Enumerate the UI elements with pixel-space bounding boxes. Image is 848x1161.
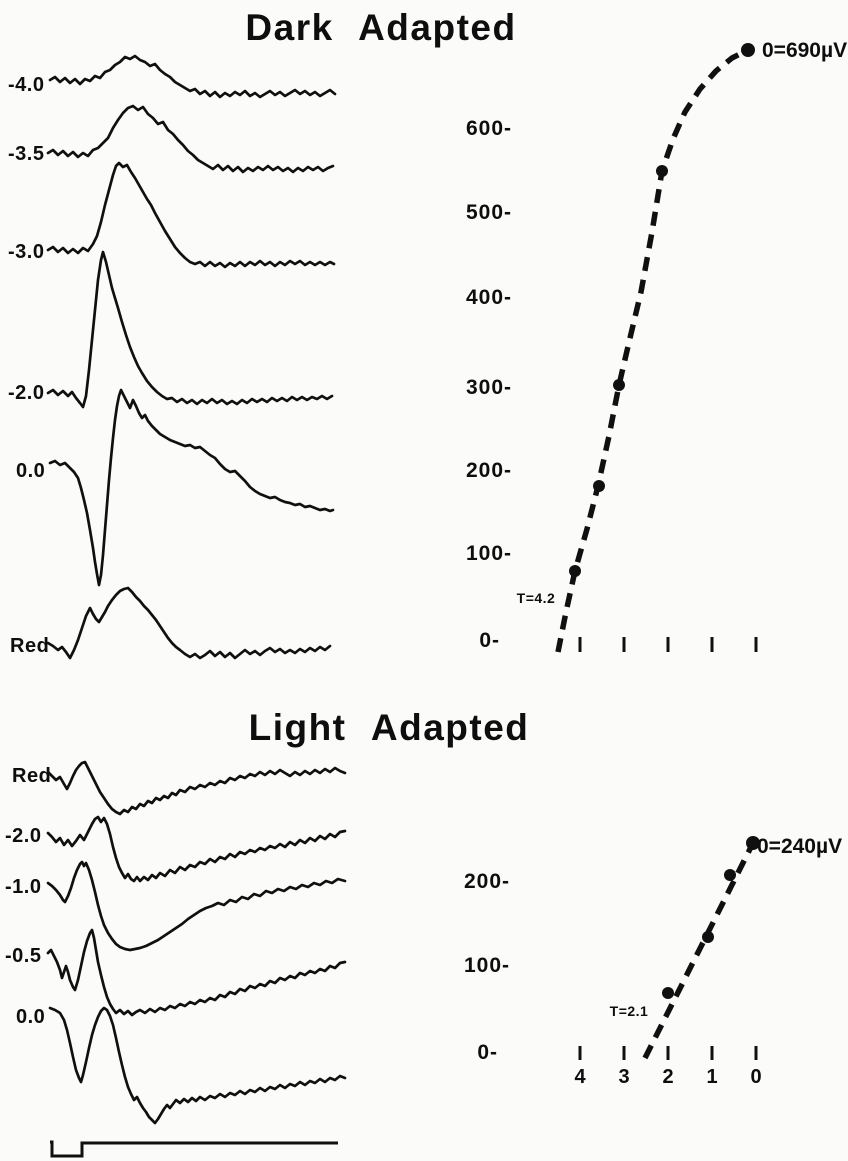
max-data-point — [741, 43, 755, 57]
y-axis-label: 300- — [466, 376, 512, 399]
y-axis-label: 0- — [477, 1041, 498, 1064]
max-amplitude-label: 0=240µV — [757, 835, 842, 858]
max-amplitude-label: 0=690µV — [762, 39, 847, 62]
data-point — [613, 379, 625, 391]
x-axis-tick-label: 3 — [618, 1066, 629, 1088]
y-axis-label: 100- — [466, 542, 512, 565]
data-point — [656, 165, 668, 177]
trace-label: -2.0 — [5, 825, 41, 847]
data-point — [593, 480, 605, 492]
x-axis-tick-label: 1 — [706, 1066, 717, 1088]
stimulus-marker — [50, 1140, 338, 1158]
data-point — [724, 869, 736, 881]
dark-trace-panel: -4.0 -3.5 -3.0 -2.0 0.0 Red — [8, 54, 337, 660]
threshold-label: T=2.1 — [610, 1003, 649, 1019]
x-axis-tick-label: 4 — [574, 1066, 586, 1088]
y-axis-label: 400- — [466, 286, 512, 309]
trace-label: Red — [10, 635, 49, 657]
trace-waveform — [46, 815, 347, 883]
trace-waveform — [48, 1006, 347, 1125]
trace-waveform — [46, 586, 332, 660]
data-point — [569, 565, 581, 577]
trace-waveform — [46, 250, 334, 409]
trace-label: Red — [12, 765, 51, 787]
y-axis-label: 200- — [464, 870, 510, 893]
response-curve — [555, 47, 750, 653]
trace-waveform — [48, 388, 335, 587]
data-point — [702, 931, 714, 943]
dark-adapted-title: Dark Adapted — [245, 7, 516, 48]
x-axis-tick-label: 0 — [750, 1066, 761, 1088]
trace-waveform — [46, 760, 347, 816]
y-axis-label: 600- — [466, 117, 512, 140]
trace-label: -2.0 — [8, 382, 44, 404]
light-trace-panel: Red -2.0 -1.0 -0.5 0.0 — [5, 760, 347, 1125]
trace-label: -1.0 — [5, 876, 41, 898]
trace-waveform — [48, 54, 337, 99]
max-data-point — [746, 836, 760, 850]
x-axis-tick-label: 2 — [662, 1066, 673, 1088]
y-axis-label: 100- — [464, 954, 510, 977]
trace-label: 0.0 — [16, 1006, 45, 1028]
trace-waveform — [46, 161, 336, 269]
trace-label: -3.0 — [8, 241, 44, 263]
trace-waveform — [46, 104, 335, 174]
y-axis-label: 500- — [466, 201, 512, 224]
light-adapted-title: Light Adapted — [249, 707, 530, 748]
trace-label: -3.5 — [8, 143, 44, 165]
trace-waveform — [46, 860, 347, 952]
trace-waveform — [46, 928, 347, 1017]
response-curve — [642, 841, 756, 1060]
data-point — [662, 987, 674, 999]
trace-label: -4.0 — [8, 74, 44, 96]
dark-response-chart: 600- 500- 400- 300- 200- 100- 0- T=4.2 0=690µV — [466, 39, 847, 653]
trace-label: -0.5 — [5, 945, 41, 967]
trace-label: 0.0 — [16, 460, 45, 482]
y-axis-label: 200- — [466, 459, 512, 482]
threshold-label: T=4.2 — [517, 590, 556, 606]
y-axis-label: 0- — [479, 629, 500, 652]
light-response-chart: 200- 100- 0- 4 3 2 1 0 T=2.1 0=240µV — [464, 835, 842, 1088]
